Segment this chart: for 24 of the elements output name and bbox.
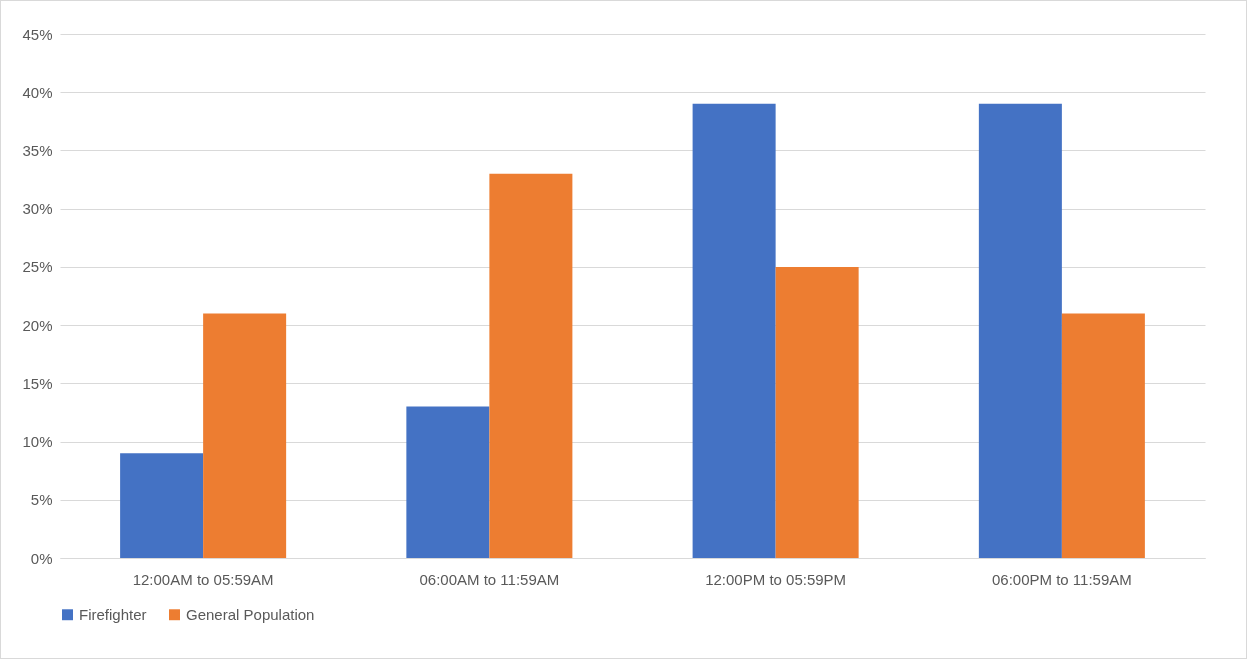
y-tick-label: 45% [22, 25, 53, 43]
y-tick-label: 25% [22, 258, 53, 276]
bar [203, 313, 287, 558]
x-tick-label: 06:00PM to 11:59AM [991, 570, 1132, 588]
bar [978, 103, 1062, 558]
bar [692, 103, 776, 558]
y-tick-label: 35% [22, 141, 53, 159]
legend-label: Firefighter [79, 605, 147, 623]
y-tick-label: 10% [22, 433, 53, 451]
x-tick-label: 12:00AM to 05:59AM [132, 570, 274, 588]
y-tick-label: 40% [22, 83, 53, 101]
x-tick-label: 06:00AM to 11:59AM [419, 570, 560, 588]
y-tick-label: 15% [22, 374, 53, 392]
y-tick-label: 0% [30, 549, 53, 567]
bar [120, 453, 204, 558]
bar [406, 406, 490, 558]
bar [775, 266, 859, 558]
bar [489, 173, 573, 558]
y-tick-label: 30% [22, 200, 53, 218]
y-tick-label: 5% [30, 491, 53, 509]
y-tick-label: 20% [22, 316, 53, 334]
x-tick-label: 12:00PM to 05:59PM [705, 570, 847, 588]
legend-label: General Population [186, 605, 315, 623]
bar [1061, 313, 1145, 558]
